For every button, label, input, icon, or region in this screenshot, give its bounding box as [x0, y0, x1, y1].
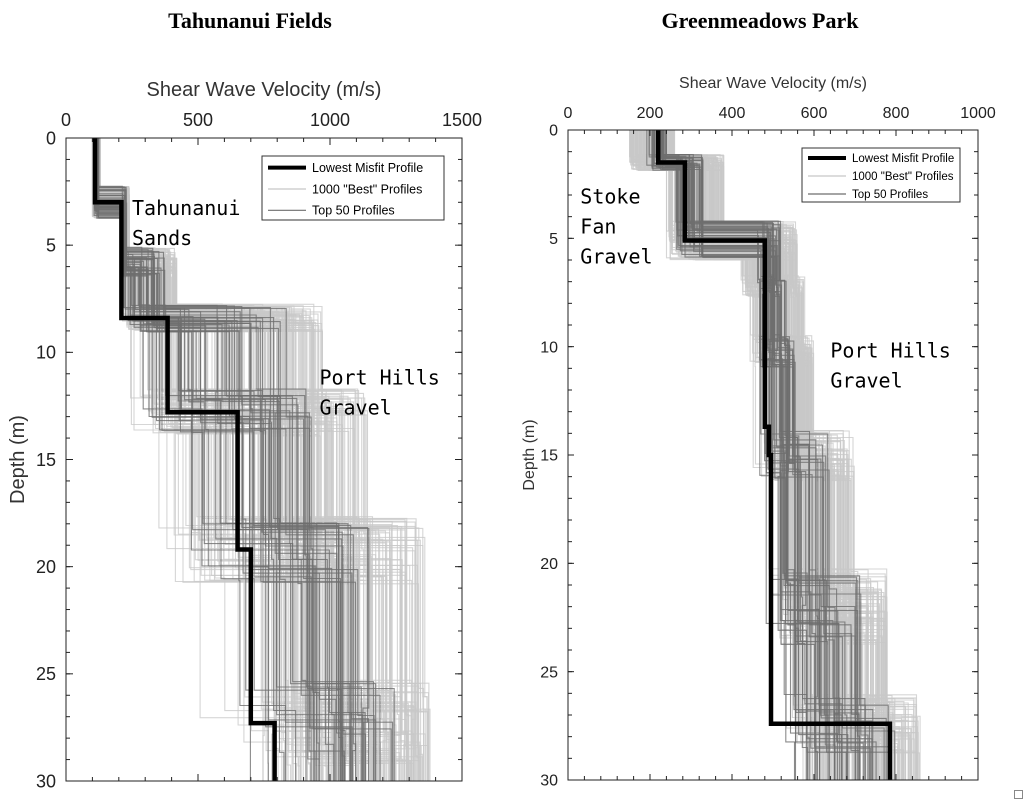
- greenmeadows-y-tick-label: 25: [540, 664, 558, 681]
- greenmeadows-annotation-line: Stoke: [580, 185, 640, 209]
- tahunanui-y-axis-title: Depth (m): [7, 415, 29, 504]
- tahunanui-annotation-line: Gravel: [319, 395, 391, 419]
- tahunanui-y-tick-label: 20: [36, 557, 56, 577]
- greenmeadows-top50-profile-line: [662, 130, 847, 780]
- left-panel-title: Tahunanui Fields: [168, 8, 332, 33]
- tahunanui-y-tick-label: 15: [36, 450, 56, 470]
- greenmeadows-lowest-misfit-line: [655, 130, 893, 780]
- tahunanui-legend-label: 1000 "Best" Profiles: [312, 182, 422, 196]
- tahunanui-legend: Lowest Misfit Profile 1000 "Best" Profile…: [261, 155, 445, 221]
- tahunanui-y-tick-label: 5: [46, 235, 56, 255]
- tahunanui-plot-area: [91, 138, 431, 781]
- tahunanui-x-tick-label: 0: [61, 110, 71, 130]
- greenmeadows-y-tick-label: 20: [540, 556, 558, 573]
- greenmeadows-top50-profile-line: [662, 130, 872, 780]
- greenmeadows-annotation-line: Fan: [580, 215, 616, 239]
- tahunanui-lowest-misfit-line: [92, 138, 277, 781]
- greenmeadows-best-profile-line: [637, 130, 893, 780]
- greenmeadows-x-tick-label: 1000: [960, 105, 996, 122]
- greenmeadows-legend-label: Top 50 Profiles: [852, 189, 928, 201]
- tahunanui-x-tick-label: 1500: [442, 110, 482, 130]
- greenmeadows-plot-area: [629, 130, 921, 780]
- greenmeadows-top50-profile-line: [655, 130, 856, 780]
- tahunanui-x-tick-label: 1000: [310, 110, 350, 130]
- greenmeadows-annotation-1: Stoke Fan Gravel: [580, 185, 652, 269]
- greenmeadows-y-tick-label: 0: [549, 123, 558, 140]
- greenmeadows-top50-profile-line: [663, 130, 829, 780]
- greenmeadows-x-tick-label: 200: [637, 105, 664, 122]
- tahunanui-top50-profile-line: [97, 138, 377, 781]
- greenmeadows-annotation-line: Gravel: [580, 245, 652, 269]
- greenmeadows-legend-label: Lowest Misfit Profile: [852, 153, 954, 165]
- greenmeadows-top50-profile-line: [657, 130, 877, 780]
- tahunanui-annotation-1: Tahunanui Sands: [132, 196, 240, 250]
- greenmeadows-top50-profile-line: [660, 130, 860, 780]
- tahunanui-annotation-line: Port Hills: [319, 365, 439, 389]
- tahunanui-y-tick-label: 30: [36, 771, 56, 791]
- tahunanui-top50-profiles: [93, 138, 395, 781]
- greenmeadows-annotation-2: Port Hills Gravel: [830, 339, 950, 393]
- greenmeadows-top50-profile-line: [654, 130, 856, 780]
- tahunanui-y-tick-label: 25: [36, 664, 56, 684]
- corner-marker: [1014, 790, 1023, 799]
- right-panel-title: Greenmeadows Park: [661, 8, 859, 33]
- tahunanui-annotation-line: Sands: [132, 226, 192, 250]
- greenmeadows-x-tick-label: 400: [719, 105, 746, 122]
- greenmeadows-annotation-line: Gravel: [830, 369, 902, 393]
- tahunanui-y-tick-label: 10: [36, 343, 56, 363]
- greenmeadows-top50-profile-line: [653, 130, 890, 780]
- greenmeadows-best-profile-line: [636, 130, 893, 780]
- tahunanui-top50-profile-line: [94, 138, 351, 781]
- greenmeadows-top50-profile-line: [653, 130, 873, 780]
- greenmeadows-y-tick-label: 5: [549, 231, 558, 248]
- tahunanui-x-tick-label: 500: [183, 110, 213, 130]
- greenmeadows-legend: Lowest Misfit Profile 1000 "Best" Profile…: [801, 147, 961, 203]
- tahunanui-legend-label: Top 50 Profiles: [312, 204, 395, 218]
- tahunanui-annotation-2: Port Hills Gravel: [319, 365, 439, 419]
- greenmeadows-top50-profile-line: [659, 130, 821, 780]
- greenmeadows-x-tick-label: 600: [801, 105, 828, 122]
- greenmeadows-x-axis-title: Shear Wave Velocity (m/s): [679, 75, 867, 92]
- greenmeadows-x-tick-label: 0: [564, 105, 573, 122]
- greenmeadows-annotation-line: Port Hills: [830, 339, 950, 363]
- greenmeadows-y-tick-label: 30: [540, 773, 558, 790]
- greenmeadows-x-tick-label: 800: [883, 105, 910, 122]
- tahunanui-legend-label: Lowest Misfit Profile: [312, 161, 423, 175]
- greenmeadows-y-tick-label: 10: [540, 339, 558, 356]
- tahunanui-x-axis-title: Shear Wave Velocity (m/s): [147, 79, 382, 101]
- greenmeadows-y-axis-title: Depth (m): [521, 419, 538, 490]
- greenmeadows-y-tick-label: 15: [540, 448, 558, 465]
- greenmeadows-legend-label: 1000 "Best" Profiles: [852, 171, 954, 183]
- greenmeadows-best-profile-line: [672, 130, 873, 780]
- tahunanui-y-tick-label: 0: [46, 128, 56, 148]
- tahunanui-annotation-line: Tahunanui: [132, 196, 240, 220]
